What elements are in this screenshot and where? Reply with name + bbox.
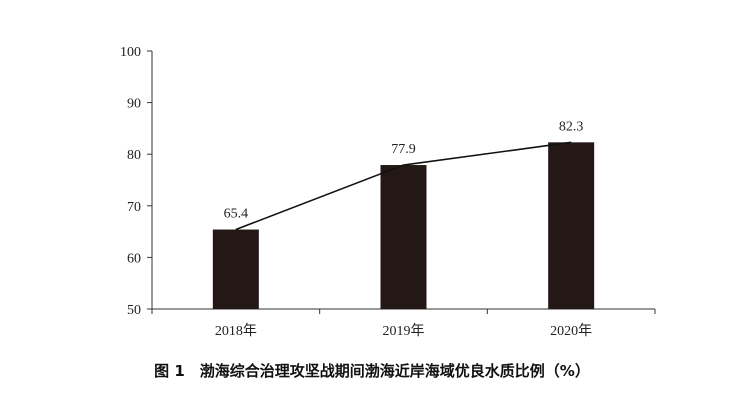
y-tick-label: 50 bbox=[127, 303, 141, 318]
y-tick-label: 90 bbox=[127, 97, 141, 112]
y-axis: 50 60 70 80 90 100 bbox=[120, 45, 153, 318]
bar bbox=[548, 142, 595, 309]
bar bbox=[380, 165, 427, 309]
chart-title: 图 1 渤海综合治理攻坚战期间渤海近岸海域优良水质比例（%） bbox=[154, 362, 590, 380]
y-tick-label: 70 bbox=[127, 200, 141, 215]
data-label: 77.9 bbox=[391, 142, 416, 157]
data-labels: 65.4 77.9 82.3 bbox=[224, 119, 584, 221]
y-tick-label: 80 bbox=[127, 148, 141, 163]
trend-line bbox=[235, 141, 572, 231]
bars bbox=[212, 142, 595, 309]
x-tick-label: 2020年 bbox=[550, 323, 592, 339]
y-tick-label: 60 bbox=[127, 251, 141, 266]
x-tick-label: 2018年 bbox=[215, 323, 257, 339]
data-label: 82.3 bbox=[559, 119, 584, 134]
y-tick-label: 100 bbox=[120, 45, 141, 60]
data-label: 65.4 bbox=[224, 207, 249, 222]
series-line bbox=[235, 141, 572, 231]
x-tick-label: 2019年 bbox=[383, 323, 425, 339]
bar bbox=[212, 229, 259, 309]
x-axis: 2018年 2019年 2020年 bbox=[151, 308, 656, 339]
